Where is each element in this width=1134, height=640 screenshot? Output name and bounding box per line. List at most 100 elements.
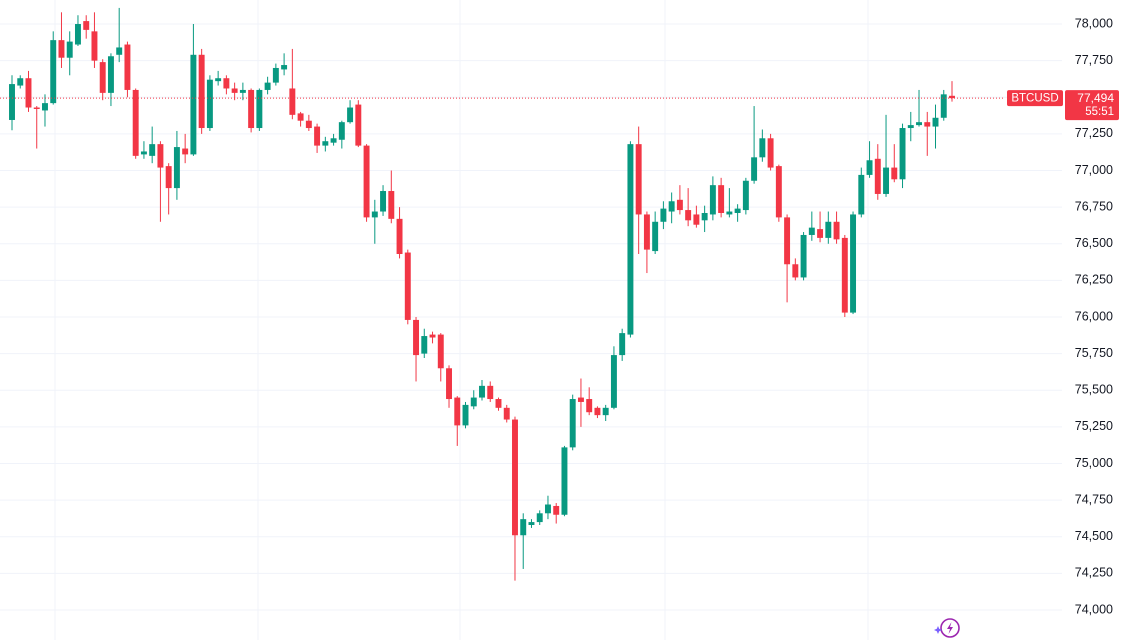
candle-body bbox=[91, 31, 98, 61]
candle-body bbox=[544, 504, 551, 514]
candle-body bbox=[784, 217, 791, 265]
candle-body bbox=[454, 397, 461, 426]
candle-body bbox=[396, 218, 403, 255]
candle-body bbox=[668, 201, 675, 212]
candle-body bbox=[602, 407, 609, 416]
candle-body bbox=[949, 95, 955, 99]
y-tick-label: 76,750 bbox=[1075, 199, 1113, 213]
candle-body bbox=[792, 264, 799, 278]
y-tick-label: 77,750 bbox=[1075, 53, 1113, 67]
candle-body bbox=[742, 180, 749, 211]
y-tick-label: 76,500 bbox=[1075, 236, 1113, 250]
candle-body bbox=[322, 141, 329, 146]
candle-body bbox=[140, 151, 147, 155]
y-tick-label: 77,000 bbox=[1075, 163, 1113, 177]
candle-body bbox=[866, 160, 873, 175]
candle-body bbox=[916, 122, 922, 126]
candle-body bbox=[619, 333, 626, 356]
candle-body bbox=[759, 138, 766, 158]
candle-body bbox=[561, 447, 568, 515]
candle-body bbox=[825, 221, 832, 238]
candle-body bbox=[347, 107, 354, 123]
candle-body bbox=[330, 138, 337, 143]
candle-body bbox=[248, 89, 255, 129]
y-tick-label: 75,250 bbox=[1075, 419, 1113, 433]
y-tick-label: 76,250 bbox=[1075, 273, 1113, 287]
candle-body bbox=[239, 89, 246, 93]
candle-body bbox=[850, 214, 857, 313]
candle-body bbox=[520, 519, 527, 536]
candle-body bbox=[281, 65, 288, 70]
y-tick-label: 76,000 bbox=[1075, 309, 1113, 323]
candle-body bbox=[569, 399, 576, 448]
y-tick-label: 75,000 bbox=[1075, 456, 1113, 470]
candle-body bbox=[883, 167, 890, 194]
candle-body bbox=[899, 128, 906, 180]
candle-body bbox=[363, 145, 370, 218]
candle-body bbox=[701, 212, 708, 221]
icon-bolt bbox=[947, 622, 953, 634]
candle-body bbox=[841, 237, 848, 313]
assistant-icon[interactable] bbox=[934, 618, 960, 638]
candle-body bbox=[503, 407, 510, 420]
candle-body bbox=[817, 229, 824, 238]
candle-body bbox=[272, 67, 279, 83]
candle-body bbox=[223, 78, 230, 89]
candle-body bbox=[33, 107, 40, 109]
candle-body bbox=[660, 208, 667, 222]
candle-body bbox=[800, 234, 807, 278]
candle-body bbox=[594, 407, 601, 416]
symbol-label: BTCUSD bbox=[1011, 93, 1058, 105]
candle-body bbox=[627, 144, 634, 335]
candle-body bbox=[157, 144, 164, 168]
candle-body bbox=[693, 214, 700, 225]
candle-body bbox=[676, 199, 683, 211]
candle-body bbox=[833, 221, 840, 240]
candle-body bbox=[462, 404, 469, 426]
candle-body bbox=[874, 158, 881, 194]
candle-body bbox=[149, 144, 156, 156]
candle-body bbox=[413, 319, 420, 356]
candle-body bbox=[718, 185, 725, 213]
candle-body bbox=[297, 113, 304, 121]
candle-body bbox=[553, 505, 560, 515]
candle-body bbox=[99, 62, 106, 93]
y-tick-label: 74,750 bbox=[1075, 492, 1113, 506]
candle-body bbox=[124, 44, 131, 90]
y-tick-label: 75,500 bbox=[1075, 383, 1113, 397]
candle-body bbox=[165, 166, 172, 189]
candle-body bbox=[50, 40, 57, 104]
candle-body bbox=[487, 385, 494, 400]
candle-body bbox=[858, 174, 865, 215]
candle-body bbox=[256, 89, 263, 129]
candle-body bbox=[173, 147, 180, 189]
candle-body bbox=[58, 40, 65, 58]
candle-body bbox=[528, 522, 535, 526]
candle-body bbox=[74, 24, 81, 45]
y-tick-label: 74,250 bbox=[1075, 566, 1113, 580]
y-tick-label: 74,000 bbox=[1075, 602, 1113, 616]
symbol-tag bbox=[1007, 90, 1063, 107]
time-grid bbox=[54, 0, 869, 640]
candle-body bbox=[182, 148, 189, 155]
candle-body bbox=[767, 138, 774, 168]
candle-body bbox=[198, 54, 205, 129]
candle-body bbox=[685, 210, 692, 221]
icon-spark bbox=[934, 626, 942, 634]
candle-body bbox=[940, 94, 947, 118]
candle-body bbox=[83, 21, 90, 30]
candle-body bbox=[536, 513, 543, 523]
candle-body bbox=[586, 399, 593, 413]
candle-body bbox=[289, 88, 296, 115]
candle-body bbox=[734, 208, 741, 213]
y-tick-label: 75,750 bbox=[1075, 346, 1113, 360]
candle-body bbox=[116, 47, 123, 55]
candle-body bbox=[932, 117, 939, 127]
candle-body bbox=[924, 122, 931, 127]
candle-body bbox=[421, 336, 428, 354]
candle-body bbox=[775, 166, 782, 218]
candle-body bbox=[9, 84, 15, 120]
candle-body bbox=[643, 214, 650, 250]
candle-body bbox=[338, 122, 345, 140]
